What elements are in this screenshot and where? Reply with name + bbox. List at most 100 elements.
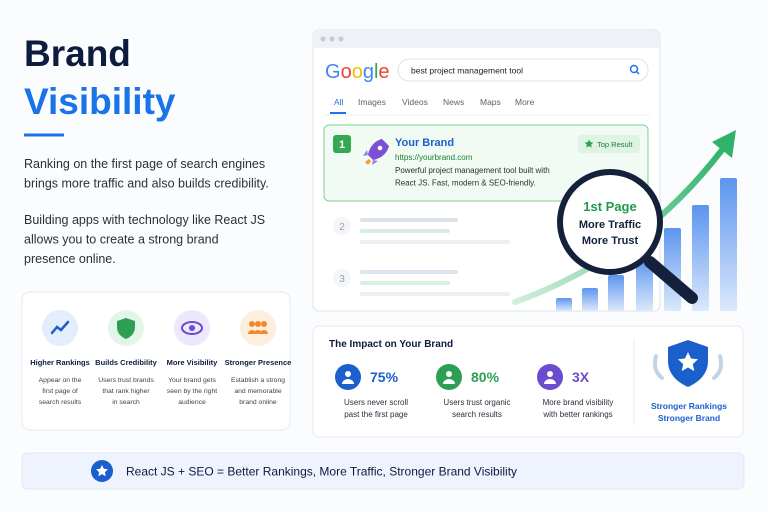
stat-icon [345, 371, 351, 377]
stat-icon [547, 371, 553, 377]
stat-icon [446, 371, 452, 377]
growth-bars [556, 178, 737, 311]
text-line: Building apps with technology like React… [24, 213, 265, 227]
feature-icon [189, 325, 195, 331]
text-line: past the first page [344, 410, 408, 419]
banner-text: React JS + SEO = Better Rankings, More T… [126, 465, 517, 479]
search-tab[interactable]: All [334, 97, 344, 107]
title: Visibility [24, 81, 176, 122]
stat-icon [443, 379, 455, 384]
rank-badge [333, 135, 351, 153]
search-tab[interactable]: Videos [402, 97, 428, 107]
search-logo: Google [325, 61, 390, 83]
feature-icon [260, 330, 268, 334]
magnifier-text: 1st Page [583, 199, 636, 214]
text-line: Your brand gets [168, 377, 216, 384]
feature-title: More Visibility [167, 358, 219, 367]
stat-value: 80% [471, 369, 500, 385]
impact-card [312, 325, 744, 438]
top-result[interactable] [323, 124, 649, 202]
stat-value: 3X [572, 369, 590, 385]
search-tabs: All Images Videos News Maps More [334, 97, 535, 107]
placeholder [360, 240, 510, 244]
text-line: presence online. [24, 252, 116, 266]
text-line: brand online [239, 399, 277, 406]
star-icon [584, 139, 594, 148]
top-result-badge [578, 135, 640, 153]
text-line: in search [112, 399, 140, 406]
rank-circle [333, 217, 351, 235]
star-icon [96, 465, 108, 477]
placeholder [360, 281, 450, 285]
feature-icon [254, 330, 262, 334]
search-tab[interactable]: More [515, 97, 535, 107]
title: Brand [24, 33, 131, 74]
result-title[interactable]: Your Brand [395, 137, 454, 149]
text-line: Appear on the [39, 377, 82, 384]
features: Higher Rankings Appear on the first page o… [30, 310, 291, 406]
text-line: Establish a strong [231, 377, 285, 384]
text-line: search results [452, 410, 502, 419]
search-icon[interactable] [629, 64, 639, 74]
paragraph: Ranking on the first page of search engi… [24, 157, 269, 191]
result-url: https://yourbrand.com [395, 153, 473, 162]
search-box[interactable] [397, 58, 649, 82]
search-tab[interactable]: Images [358, 97, 386, 107]
search-tab[interactable]: Maps [480, 97, 501, 107]
feature-icon [261, 321, 267, 327]
shield-badge [652, 340, 724, 387]
stat-icon [342, 379, 354, 384]
placeholder [360, 218, 458, 222]
placeholder [360, 229, 450, 233]
text-line: Powerful project management tool built w… [395, 166, 550, 175]
text-line: Ranking on the first page of search engi… [24, 157, 265, 171]
text-line: with better rankings [542, 410, 612, 419]
text-line: audience [178, 399, 206, 406]
text-line: brings more traffic and also builds cred… [24, 177, 269, 191]
text-line: React JS. Fast, modern & SEO-friendly. [395, 179, 536, 188]
magnifier-text: More Traffic [579, 219, 641, 231]
text-line: and memorable [234, 388, 281, 395]
search-icon [635, 70, 640, 75]
feature-icon [240, 310, 276, 346]
feature-icon [255, 321, 261, 327]
text-line: seen by the right [167, 388, 217, 395]
badge-text: Top Result [597, 140, 633, 149]
stat-icon [544, 379, 556, 384]
rank: 2 [339, 222, 345, 233]
window-dot [320, 36, 326, 42]
text-line: Users trust organic [443, 398, 510, 407]
feature-icon [181, 321, 203, 335]
placeholder [360, 292, 510, 296]
window-dot [338, 36, 344, 42]
rank-circle [333, 269, 351, 287]
rank: 1 [339, 139, 345, 151]
rocket-icon [363, 139, 389, 165]
badge-text: Stronger Rankings [651, 401, 727, 411]
placeholder [360, 270, 458, 274]
magnifier-lens [557, 169, 663, 275]
magnifier-text: More Trust [582, 235, 639, 247]
impact-title: The Impact on Your Brand [329, 339, 453, 350]
feature-icon [249, 321, 255, 327]
badge-text: Stronger Brand [658, 413, 720, 423]
arrow-head [712, 130, 736, 158]
feature-icon [248, 330, 256, 334]
text-line: More brand visibility [543, 398, 614, 407]
features-card [21, 291, 291, 431]
rank: 3 [339, 274, 345, 285]
text-line: Users trust brands [98, 377, 154, 384]
feature-title: Higher Rankings [30, 358, 90, 367]
feature-icon [117, 318, 135, 339]
text-line: first page of [42, 388, 78, 395]
text-line: allows you to create a strong brand [24, 233, 219, 247]
text-line: that rank higher [102, 388, 150, 395]
feature-title: Builds Credibility [95, 358, 158, 367]
paragraph: Building apps with technology like React… [24, 213, 265, 266]
magnifier-handle [644, 256, 698, 304]
text-line: Users never scroll [344, 398, 408, 407]
search-tab[interactable]: News [443, 97, 464, 107]
browser-bar [313, 30, 660, 48]
window-dot [329, 36, 335, 42]
